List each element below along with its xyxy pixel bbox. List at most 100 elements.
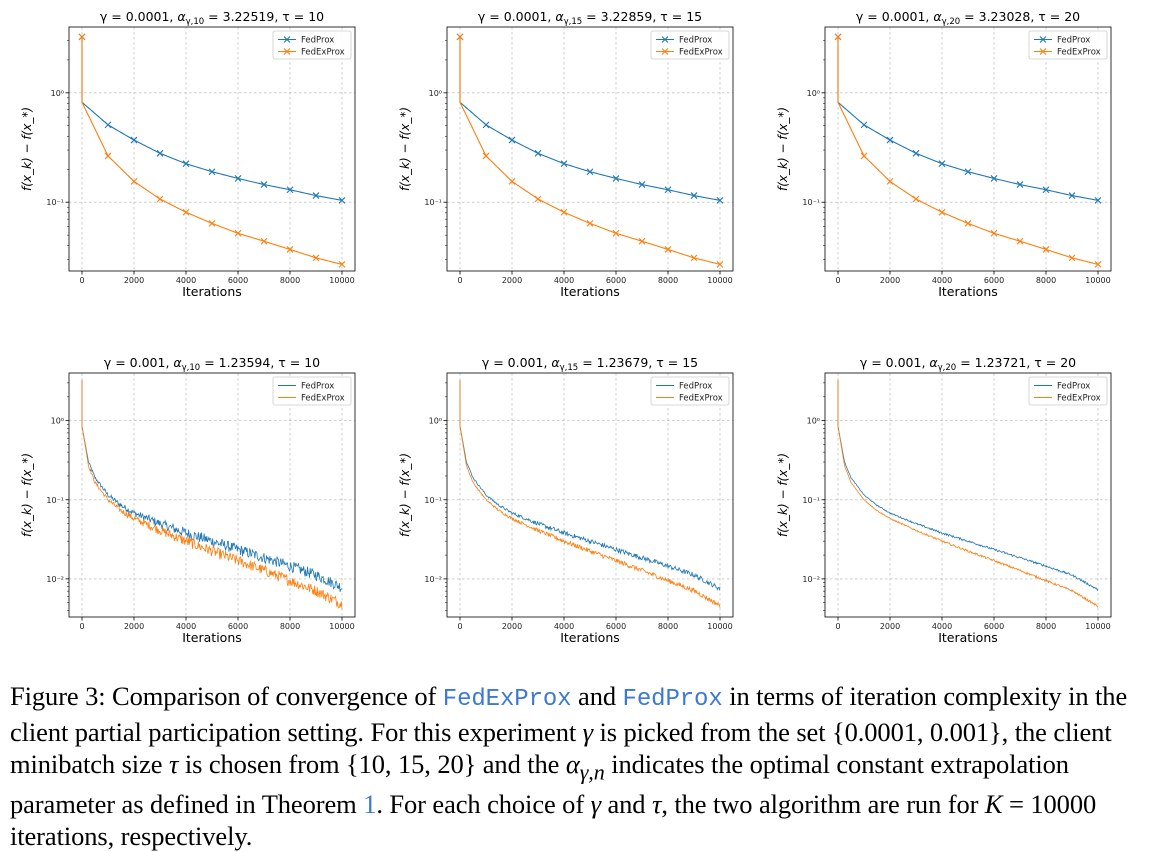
x-tick-label: 2000 xyxy=(502,276,522,285)
series-marker xyxy=(260,181,268,188)
title-alpha: α xyxy=(929,355,938,370)
series-marker xyxy=(508,178,516,185)
title-alpha-sub: γ,15 xyxy=(564,17,583,27)
legend-marker xyxy=(283,48,291,55)
x-axis-label: Iterations xyxy=(182,284,242,299)
series-marker xyxy=(534,149,542,157)
title-alpha: α xyxy=(173,355,182,370)
series-line xyxy=(837,380,1099,608)
title-alpha-sub: γ,10 xyxy=(186,17,205,27)
title-gamma: γ = 0.001, xyxy=(482,355,552,370)
x-tick-label: 4000 xyxy=(176,622,196,631)
x-tick-label: 0 xyxy=(79,622,84,631)
title-tau: τ = 10 xyxy=(278,355,320,370)
title-gamma: γ = 0.001, xyxy=(104,355,174,370)
series-marker xyxy=(912,149,920,157)
series-marker xyxy=(964,220,972,227)
legend-entry: FedExProx xyxy=(679,48,723,58)
caption-math: α xyxy=(565,749,580,779)
series-marker xyxy=(182,160,190,168)
x-tick-label: 0 xyxy=(835,276,840,285)
series-marker xyxy=(104,121,112,129)
y-tick-label: 10⁻² xyxy=(802,575,820,584)
series-marker xyxy=(612,229,620,237)
caption-text: indicates the optimal constant extrapola… xyxy=(10,749,1069,820)
plot-area xyxy=(837,380,1099,608)
axes-frame xyxy=(824,26,1112,272)
chart-title: γ = 0.001, αγ,20 = 1.23721, τ = 20 xyxy=(860,355,1076,373)
y-tick-label: 10⁻¹ xyxy=(424,198,442,207)
caption-text: and xyxy=(578,681,616,711)
caption-text: is picked from the set {0.0001, 0.001}, … xyxy=(10,717,1112,779)
caption-math: γ xyxy=(582,717,593,747)
x-tick-label: 10000 xyxy=(1085,622,1110,631)
caption-text: is chosen from {10, 15, 20} and the xyxy=(184,749,560,779)
series-marker xyxy=(534,195,542,203)
series-line xyxy=(459,380,721,609)
series-line xyxy=(81,380,343,592)
y-tick-label: 10⁻¹ xyxy=(802,198,820,207)
caption-math: γ xyxy=(590,789,601,820)
series-marker xyxy=(130,136,138,144)
x-tick-label: 10000 xyxy=(707,622,732,631)
axes-frame xyxy=(68,372,356,618)
legend-marker xyxy=(661,48,669,55)
plot-area xyxy=(459,380,721,609)
chart-title: γ = 0.0001, αγ,20 = 3.23028, τ = 20 xyxy=(856,9,1080,27)
x-tick-label: 2000 xyxy=(880,276,900,285)
plot-area xyxy=(456,33,724,268)
figure-svg: 0 2000 4000 6000 8000 10000 10⁰ 10⁻¹ Iterations f… xyxy=(20,9,1112,645)
series-marker xyxy=(716,196,724,204)
title-alpha-value: = 3.23028, xyxy=(960,9,1038,24)
x-tick-label: 2000 xyxy=(880,622,900,631)
title-alpha: α xyxy=(177,9,186,24)
title-alpha: α xyxy=(555,9,564,24)
legend-entry: FedExProx xyxy=(1057,48,1101,58)
x-tick-label: 8000 xyxy=(1036,276,1056,285)
x-tick-label: 6000 xyxy=(606,276,626,285)
series-line xyxy=(81,36,343,201)
x-axis-label: Iterations xyxy=(938,284,998,299)
series-marker xyxy=(664,246,672,253)
caption-text: . For each choice of xyxy=(376,789,585,820)
caption-text: in terms of iteration complexity in the … xyxy=(10,681,1128,747)
title-gamma: γ = 0.001, xyxy=(860,355,930,370)
y-tick-label: 10⁰ xyxy=(807,89,820,98)
plot-area xyxy=(78,33,346,268)
y-tick-label: 10⁰ xyxy=(807,417,820,426)
caption-math: τ xyxy=(651,789,662,820)
series-marker xyxy=(1068,192,1076,199)
series-marker xyxy=(260,237,268,245)
legend-entry: FedProx xyxy=(679,382,712,392)
series-marker xyxy=(886,136,894,144)
series-marker xyxy=(156,149,164,157)
series-marker xyxy=(964,168,972,176)
legend-marker xyxy=(1039,48,1047,55)
series-marker xyxy=(612,175,620,182)
series-line xyxy=(81,380,343,610)
x-tick-label: 6000 xyxy=(984,276,1004,285)
series-line xyxy=(837,36,1099,201)
theorem-link[interactable]: 1 xyxy=(363,789,377,820)
x-tick-label: 4000 xyxy=(554,622,574,631)
series-marker xyxy=(938,160,946,168)
x-tick-label: 6000 xyxy=(228,276,248,285)
title-alpha-value: = 1.23721, xyxy=(956,355,1034,370)
legend-entry: FedProx xyxy=(679,36,712,46)
x-tick-label: 0 xyxy=(457,622,462,631)
legend-entry: FedProx xyxy=(301,36,334,46)
x-tick-label: 4000 xyxy=(554,276,574,285)
y-tick-label: 10⁻¹ xyxy=(46,496,64,505)
y-tick-label: 10⁰ xyxy=(51,417,64,426)
series-marker xyxy=(234,229,242,237)
series-marker xyxy=(938,208,946,216)
legend-entry: FedExProx xyxy=(301,48,345,58)
series-marker xyxy=(586,220,594,227)
y-axis-label: f(x_k) − f(x_*) xyxy=(776,453,790,537)
title-alpha-sub: γ,20 xyxy=(942,17,961,27)
x-axis-label: Iterations xyxy=(938,630,998,645)
series-line xyxy=(837,380,1099,591)
series-marker xyxy=(482,152,490,160)
x-tick-label: 8000 xyxy=(280,276,300,285)
x-tick-label: 10000 xyxy=(1085,276,1110,285)
